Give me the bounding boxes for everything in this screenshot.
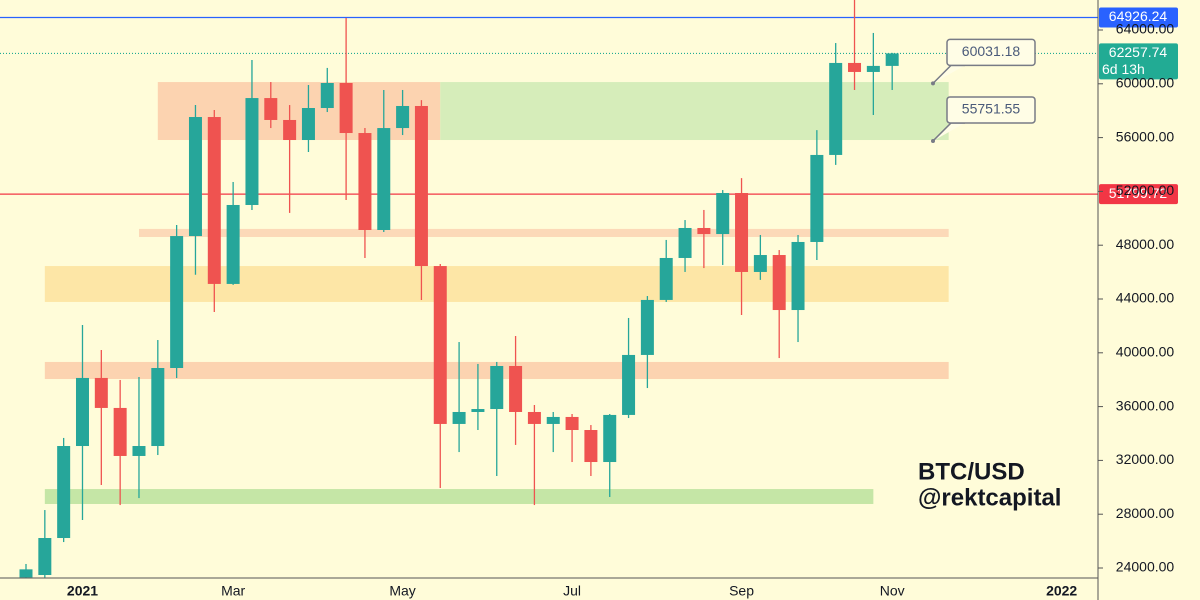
y-tick-label: 56000.00 — [1116, 128, 1175, 144]
candle-body — [151, 368, 165, 447]
zone — [44, 489, 874, 504]
x-tick-label: May — [389, 583, 415, 599]
x-tick-label: 2022 — [1046, 583, 1077, 599]
y-tick-label: 24000.00 — [1116, 559, 1175, 575]
price-label: 62257.74 — [1109, 44, 1168, 60]
countdown-label: 6d 13h — [1102, 61, 1145, 77]
candle-body — [622, 354, 636, 415]
candles — [19, 0, 899, 578]
candle-body — [188, 117, 202, 237]
candle-body — [94, 377, 108, 408]
candle-body — [640, 299, 654, 355]
candle-body — [414, 105, 428, 267]
callout-box — [946, 38, 1036, 67]
candle-body — [527, 411, 541, 424]
y-tick-label: 40000.00 — [1116, 344, 1175, 360]
candle-body — [339, 82, 353, 134]
y-tick-label: 48000.00 — [1116, 236, 1175, 252]
candle-body — [207, 117, 221, 284]
candle-body — [885, 53, 899, 66]
annotation: @rektcapital — [918, 484, 1061, 511]
x-tick-label: Sep — [729, 583, 754, 599]
x-tick-label: Jul — [563, 583, 581, 599]
candle-body — [226, 204, 240, 284]
candle-body — [697, 227, 711, 235]
candle-body — [735, 193, 749, 272]
candle-body — [565, 416, 579, 431]
y-tick-label: 52000.00 — [1116, 182, 1175, 198]
price-label: 51799.72 — [1109, 185, 1168, 201]
callout-label: 60031.18 — [962, 43, 1021, 59]
x-tick-label: Nov — [880, 583, 905, 599]
candle-body — [358, 133, 372, 231]
price-label-box — [1099, 184, 1178, 205]
candle-body — [113, 407, 127, 456]
x-tick-label: Mar — [221, 583, 245, 599]
candle-body — [848, 62, 862, 72]
annotation: BTC/USD — [918, 458, 1025, 485]
candle-body — [320, 82, 334, 109]
y-tick-label: 28000.00 — [1116, 505, 1175, 521]
candle-body — [170, 236, 184, 369]
y-tick-label: 44000.00 — [1116, 290, 1175, 306]
candle-body — [829, 62, 843, 155]
candle-body — [810, 154, 824, 242]
y-tick-label: 32000.00 — [1116, 451, 1175, 467]
candle-body — [433, 266, 447, 424]
zone — [157, 82, 441, 141]
price-label-box — [1099, 7, 1178, 28]
candle-body — [132, 446, 146, 456]
x-tick-label: 2021 — [67, 583, 98, 599]
candle-body — [490, 365, 504, 410]
y-tick-label: 36000.00 — [1116, 397, 1175, 413]
candle-body — [38, 538, 52, 576]
candle-body — [75, 377, 89, 447]
candle-body — [603, 414, 617, 463]
callout-box — [946, 96, 1036, 124]
price-lines — [0, 16, 1098, 195]
candle-body — [471, 409, 485, 412]
candle-body — [866, 65, 880, 72]
candle-body — [753, 255, 767, 272]
candle-body — [584, 430, 598, 463]
candle-body — [678, 227, 692, 258]
callout-anchor — [931, 138, 935, 143]
y-tick-label: 64000.00 — [1116, 21, 1175, 37]
candle-body — [396, 105, 410, 129]
price-label-box — [1099, 43, 1178, 80]
candle-body — [264, 98, 278, 120]
y-tick-label: 60000.00 — [1116, 74, 1175, 90]
zone — [440, 82, 949, 141]
candle-body — [546, 416, 560, 424]
candle-body — [283, 119, 297, 141]
callout-anchor — [931, 81, 935, 86]
candle-body — [452, 411, 466, 424]
candle-body — [377, 128, 391, 231]
candle-body — [791, 241, 805, 311]
candle-body — [301, 108, 315, 141]
candle-body — [19, 569, 33, 578]
price-label: 64926.24 — [1109, 8, 1168, 24]
candle-body — [716, 193, 730, 235]
candle-body — [57, 446, 71, 539]
candle-body — [772, 255, 786, 311]
candle-body — [509, 365, 523, 412]
candle-body — [659, 257, 673, 300]
zone — [138, 228, 949, 237]
callout-label: 55751.55 — [962, 101, 1021, 117]
candle-body — [245, 98, 259, 205]
